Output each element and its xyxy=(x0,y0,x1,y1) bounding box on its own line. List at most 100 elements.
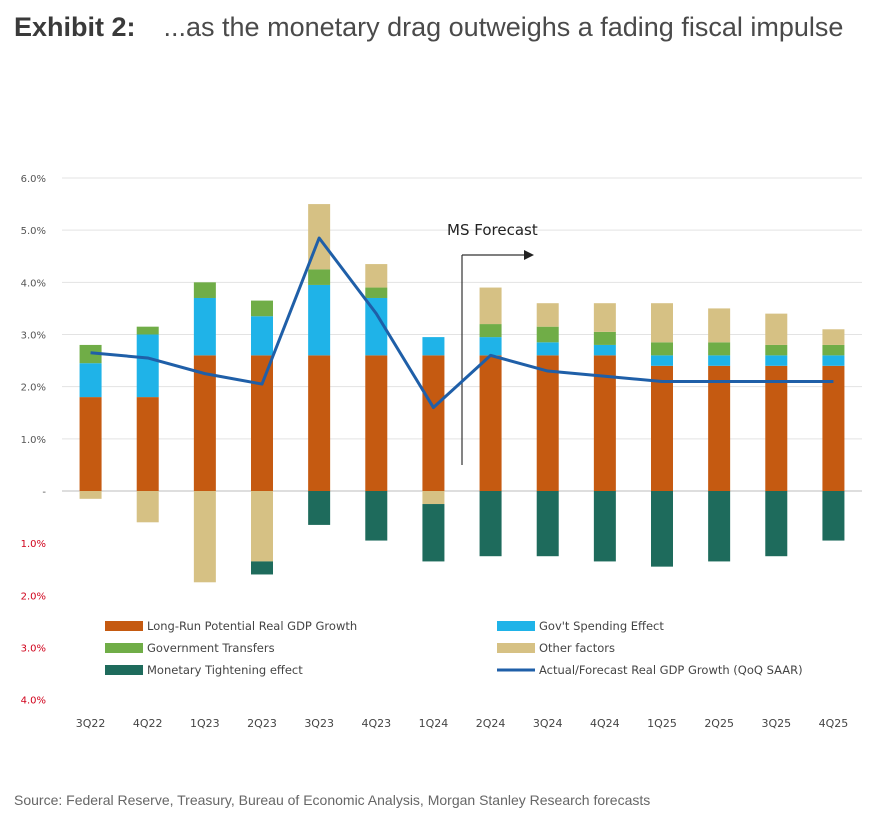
y-tick-label: 4.0% xyxy=(21,696,46,707)
bar-segment xyxy=(651,303,673,343)
legend-swatch xyxy=(105,665,143,675)
y-tick-label: 2.0% xyxy=(21,383,46,394)
bar-segment xyxy=(422,355,445,491)
bar-segment xyxy=(536,491,559,557)
x-tick-label: 3Q22 xyxy=(76,717,106,730)
bar-segment xyxy=(479,324,502,338)
x-tick-label: 1Q25 xyxy=(647,717,677,730)
forecast-annotation: MS Forecast xyxy=(447,221,538,239)
legend-swatch xyxy=(105,643,143,653)
exhibit-header: Exhibit 2: ...as the monetary drag outwei… xyxy=(14,6,854,48)
bar-segment xyxy=(79,491,102,499)
bar-segment xyxy=(593,344,616,356)
bar-segment xyxy=(365,297,388,356)
bar-segment xyxy=(479,491,502,557)
bar-segment xyxy=(193,355,216,491)
bar-segment xyxy=(251,355,273,491)
bar-segment xyxy=(765,313,788,345)
x-tick-label: 4Q24 xyxy=(590,717,620,730)
bar-segment xyxy=(365,264,388,288)
bar-segment xyxy=(593,491,616,562)
y-tick-label: - xyxy=(42,487,46,498)
bar-segment xyxy=(365,355,388,491)
bar-segment xyxy=(251,491,273,562)
bar-segment xyxy=(536,303,559,327)
bar-segment xyxy=(308,284,331,356)
bar-segment xyxy=(479,287,502,325)
exhibit-label: Exhibit 2: xyxy=(14,12,136,42)
legend: Long-Run Potential Real GDP Growth Gov't … xyxy=(105,619,803,677)
exhibit-title: ...as the monetary drag outweighs a fadi… xyxy=(163,12,844,42)
bar-segment xyxy=(651,342,673,356)
bar-segment xyxy=(765,355,788,366)
bar-segment xyxy=(422,337,445,356)
bar-segment xyxy=(308,491,331,525)
y-axis-ticks: 6.0% 5.0% 4.0% 3.0% 2.0% 1.0% - 1.0% 2.0% 3.0% 4.0… xyxy=(21,174,47,707)
legend-label: Long-Run Potential Real GDP Growth xyxy=(147,619,357,633)
x-tick-label: 3Q23 xyxy=(304,717,334,730)
bar-segment xyxy=(765,365,788,491)
y-tick-label: 3.0% xyxy=(21,644,46,655)
bar-segment xyxy=(822,329,845,345)
x-tick-label: 2Q24 xyxy=(476,717,506,730)
bar-segment xyxy=(708,365,731,491)
legend-label: Actual/Forecast Real GDP Growth (QoQ SAA… xyxy=(539,663,803,677)
bar-segment xyxy=(593,303,616,332)
bar-segment xyxy=(651,365,673,491)
forecast-arrowhead xyxy=(524,250,534,260)
bar-segment xyxy=(708,342,731,356)
bar-segment xyxy=(79,397,102,491)
bar-segment xyxy=(193,491,216,583)
bar-segment xyxy=(136,491,159,523)
bar-segment xyxy=(536,326,559,343)
bar-segment xyxy=(251,300,273,317)
x-tick-label: 1Q23 xyxy=(190,717,220,730)
bar-segment xyxy=(593,355,616,491)
x-tick-label: 3Q24 xyxy=(533,717,563,730)
y-tick-label: 1.0% xyxy=(21,435,46,446)
y-tick-label: 3.0% xyxy=(21,331,46,342)
bar-segment xyxy=(136,334,159,398)
legend-swatch xyxy=(105,621,143,631)
bar-segment xyxy=(593,331,616,345)
bar-segment xyxy=(708,491,731,562)
x-tick-label: 4Q23 xyxy=(361,717,391,730)
y-tick-label: 5.0% xyxy=(21,226,46,237)
bar-segment xyxy=(251,561,273,575)
bar-segment xyxy=(365,491,388,541)
forecast-marker: MS Forecast xyxy=(447,221,538,465)
bar-segment xyxy=(251,316,273,356)
bar-segment xyxy=(136,397,159,491)
bar-segment xyxy=(422,491,445,505)
bar-segment xyxy=(479,355,502,491)
bar-segment xyxy=(651,491,673,567)
bar-segment xyxy=(193,282,216,298)
bar-segment xyxy=(822,344,845,356)
bar-segment xyxy=(822,491,845,541)
legend-swatch xyxy=(497,643,535,653)
bar-segment xyxy=(822,365,845,491)
bar-segment xyxy=(479,337,502,356)
y-tick-label: 1.0% xyxy=(21,539,46,550)
legend-label: Other factors xyxy=(539,641,615,655)
bar-segment xyxy=(193,297,216,356)
y-tick-label: 4.0% xyxy=(21,278,46,289)
source-note: Source: Federal Reserve, Treasury, Burea… xyxy=(14,792,651,808)
x-axis-ticks: 3Q22 4Q22 1Q23 2Q23 3Q23 4Q23 1Q24 2Q24 3Q24 4Q24… xyxy=(76,717,849,730)
bar-segment xyxy=(422,504,445,562)
legend-swatch xyxy=(497,621,535,631)
bar-segment xyxy=(308,269,331,285)
bar-segment xyxy=(708,308,731,343)
legend-label: Gov't Spending Effect xyxy=(539,619,664,633)
bar-segment xyxy=(536,355,559,491)
legend-label: Monetary Tightening effect xyxy=(147,663,303,677)
bar-segment xyxy=(365,287,388,298)
x-tick-label: 2Q23 xyxy=(247,717,277,730)
x-tick-label: 3Q25 xyxy=(761,717,791,730)
x-tick-label: 1Q24 xyxy=(419,717,449,730)
x-tick-label: 2Q25 xyxy=(704,717,734,730)
bar-segment xyxy=(536,342,559,356)
y-tick-label: 6.0% xyxy=(21,174,46,185)
y-tick-label: 2.0% xyxy=(21,591,46,602)
x-tick-label: 4Q22 xyxy=(133,717,163,730)
